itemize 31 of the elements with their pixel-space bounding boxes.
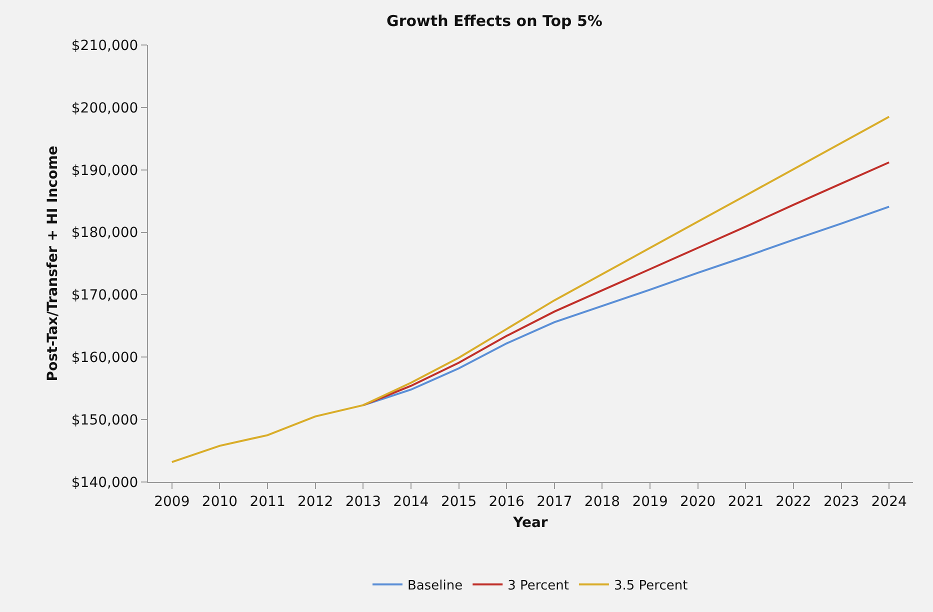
x-tick-label: 2024: [871, 494, 907, 510]
legend-label: 3.5 Percent: [614, 578, 688, 594]
x-tick-label: 2009: [154, 494, 190, 510]
y-tick-label: $160,000: [71, 350, 138, 366]
chart-title: Growth Effects on Top 5%: [386, 12, 602, 30]
legend-label: 3 Percent: [508, 578, 569, 594]
x-tick-label: 2021: [728, 494, 764, 510]
legend-label: Baseline: [408, 578, 463, 594]
y-tick-label: $140,000: [71, 474, 138, 491]
x-tick-label: 2019: [632, 494, 668, 510]
x-tick-label: 2014: [393, 494, 429, 510]
x-tick-label: 2013: [345, 494, 381, 510]
x-tick-label: 2018: [584, 494, 620, 510]
line-series: [170, 116, 890, 464]
x-tick-label: 2010: [202, 494, 238, 510]
y-tick-label: $150,000: [71, 412, 138, 428]
y-axis-title: Post-Tax/Transfer + HI Income: [44, 146, 61, 382]
x-tick-label: 2020: [680, 494, 716, 510]
y-tick-label: $180,000: [71, 225, 138, 242]
y-tick-label: $190,000: [71, 162, 138, 179]
x-tick-label: 2011: [250, 494, 286, 510]
x-tick-label: 2016: [488, 494, 524, 510]
x-tick-label: 2023: [823, 494, 860, 510]
y-tick-label: $200,000: [71, 100, 138, 116]
y-tick-label: $170,000: [71, 288, 138, 304]
x-tick-label: 2017: [536, 494, 572, 510]
x-axis-title: Year: [512, 515, 548, 532]
x-tick-label: 2012: [298, 494, 334, 510]
y-tick-label: $210,000: [71, 38, 138, 54]
x-tick-label: 2015: [440, 494, 477, 510]
x-tick-label: 2022: [776, 494, 812, 510]
